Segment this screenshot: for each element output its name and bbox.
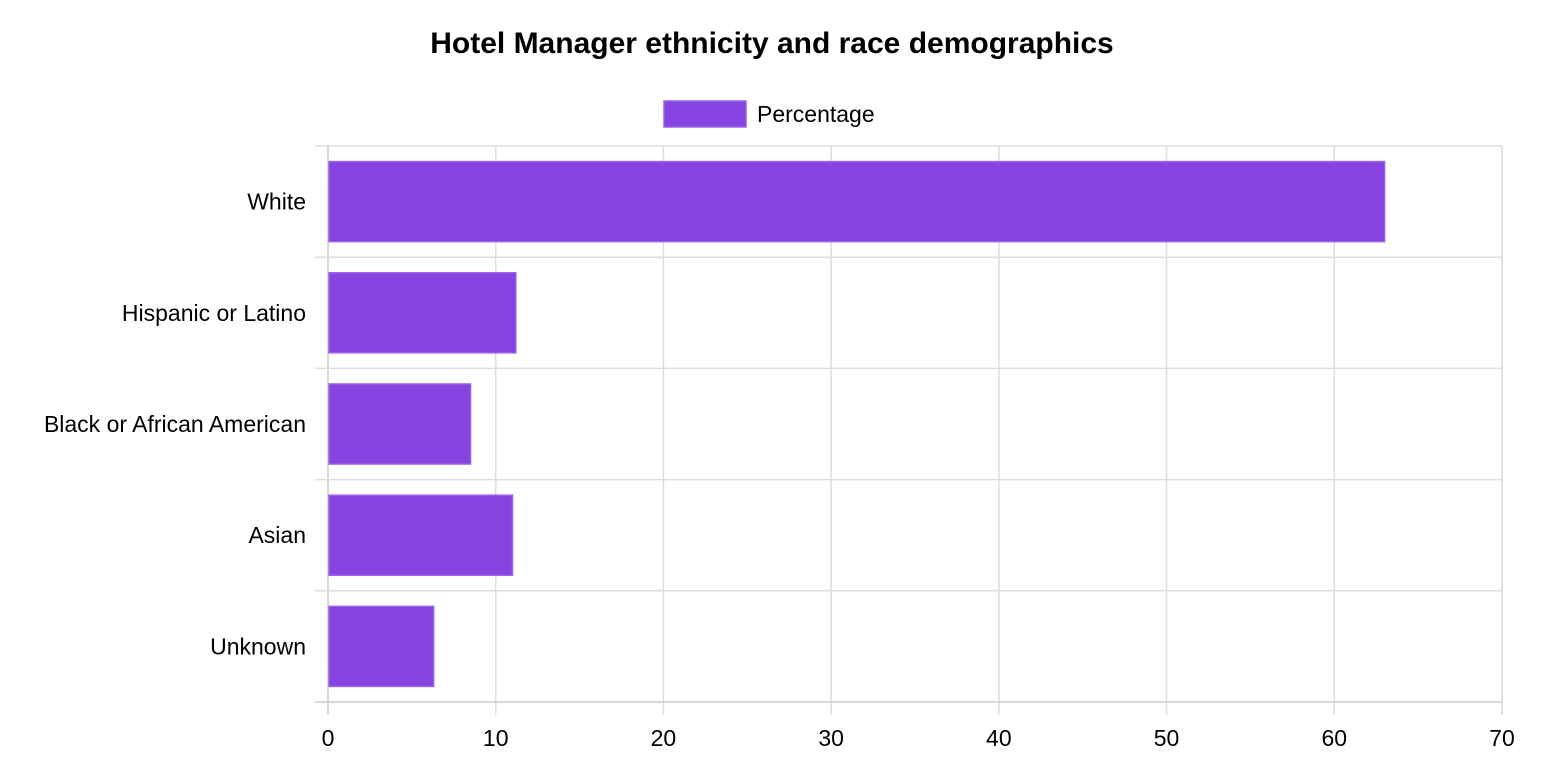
x-tick-label-60: 60 bbox=[1321, 725, 1347, 751]
x-tick-label-70: 70 bbox=[1489, 725, 1515, 751]
legend-swatch bbox=[663, 100, 747, 128]
bar-asian[interactable] bbox=[328, 494, 514, 576]
category-label-hispanic-or-latino: Hispanic or Latino bbox=[122, 300, 306, 326]
x-axis-tick-labels: 0 10 20 30 40 50 60 70 bbox=[322, 725, 1515, 751]
x-tick-label-50: 50 bbox=[1154, 725, 1180, 751]
bar-white[interactable] bbox=[328, 160, 1386, 243]
chart-title: Hotel Manager ethnicity and race demogra… bbox=[430, 27, 1114, 60]
bar-hispanic-or-latino[interactable] bbox=[328, 272, 517, 354]
x-tick-label-30: 30 bbox=[818, 725, 844, 751]
bar-black-or-african-american[interactable] bbox=[328, 383, 472, 465]
category-label-black-or-african-american: Black or African American bbox=[44, 411, 306, 437]
category-label-unknown: Unknown bbox=[210, 633, 306, 659]
x-tick-label-20: 20 bbox=[651, 725, 677, 751]
category-label-asian: Asian bbox=[248, 522, 306, 548]
x-tick-label-10: 10 bbox=[483, 725, 509, 751]
category-labels: White Hispanic or Latino Black or African … bbox=[44, 189, 306, 660]
bar-unknown[interactable] bbox=[328, 605, 435, 688]
category-label-white: White bbox=[247, 189, 306, 215]
x-tick-label-40: 40 bbox=[986, 725, 1012, 751]
bars bbox=[328, 160, 1386, 688]
legend-label: Percentage bbox=[757, 101, 875, 127]
x-tick-label-0: 0 bbox=[322, 725, 335, 751]
legend[interactable]: Percentage bbox=[663, 100, 875, 128]
